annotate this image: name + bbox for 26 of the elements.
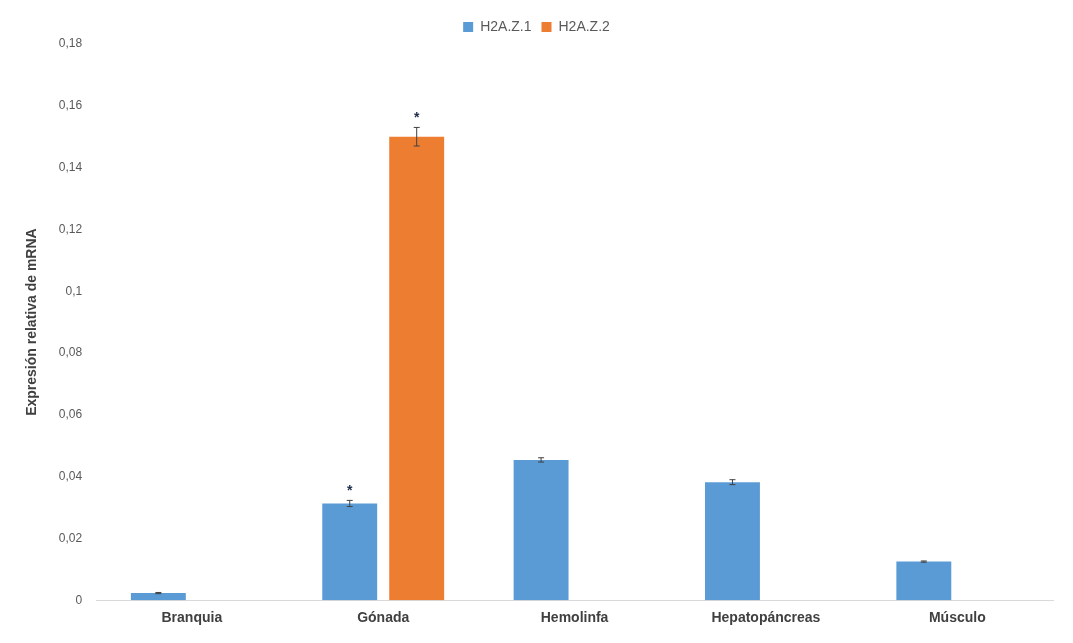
y-tick-label: 0,08 (58, 345, 83, 360)
y-tick-label: 0,04 (58, 468, 83, 483)
x-tick-label: Gónada (357, 609, 410, 626)
y-tick-label: 0,12 (58, 221, 83, 236)
y-tick-label: 0,18 (58, 36, 83, 51)
bar (130, 593, 186, 601)
x-tick-label: Hemolinfa (540, 609, 609, 626)
y-axis-title: Expresión relativa de mRNA (23, 228, 40, 416)
data-label: * (413, 109, 420, 126)
y-tick-label: 0,06 (58, 407, 83, 422)
y-tick-label: 0,14 (58, 159, 83, 174)
bar (322, 503, 378, 601)
x-tick-label: Hepatopáncreas (711, 609, 821, 626)
data-label: * (346, 482, 353, 499)
y-tick-label: 0 (75, 592, 83, 607)
bar (896, 561, 952, 601)
bar (705, 482, 760, 601)
x-tick-label: Músculo (928, 609, 986, 626)
legend-label: H2A.Z.2 (558, 17, 611, 34)
y-tick-label: 0,02 (58, 530, 83, 545)
y-tick-label: 0,16 (58, 98, 83, 113)
y-tick-label: 0,1 (65, 283, 83, 298)
bar (389, 136, 445, 601)
x-tick-label: Branquia (161, 609, 223, 626)
legend-label: H2A.Z.1 (480, 17, 532, 34)
bar (513, 459, 569, 601)
